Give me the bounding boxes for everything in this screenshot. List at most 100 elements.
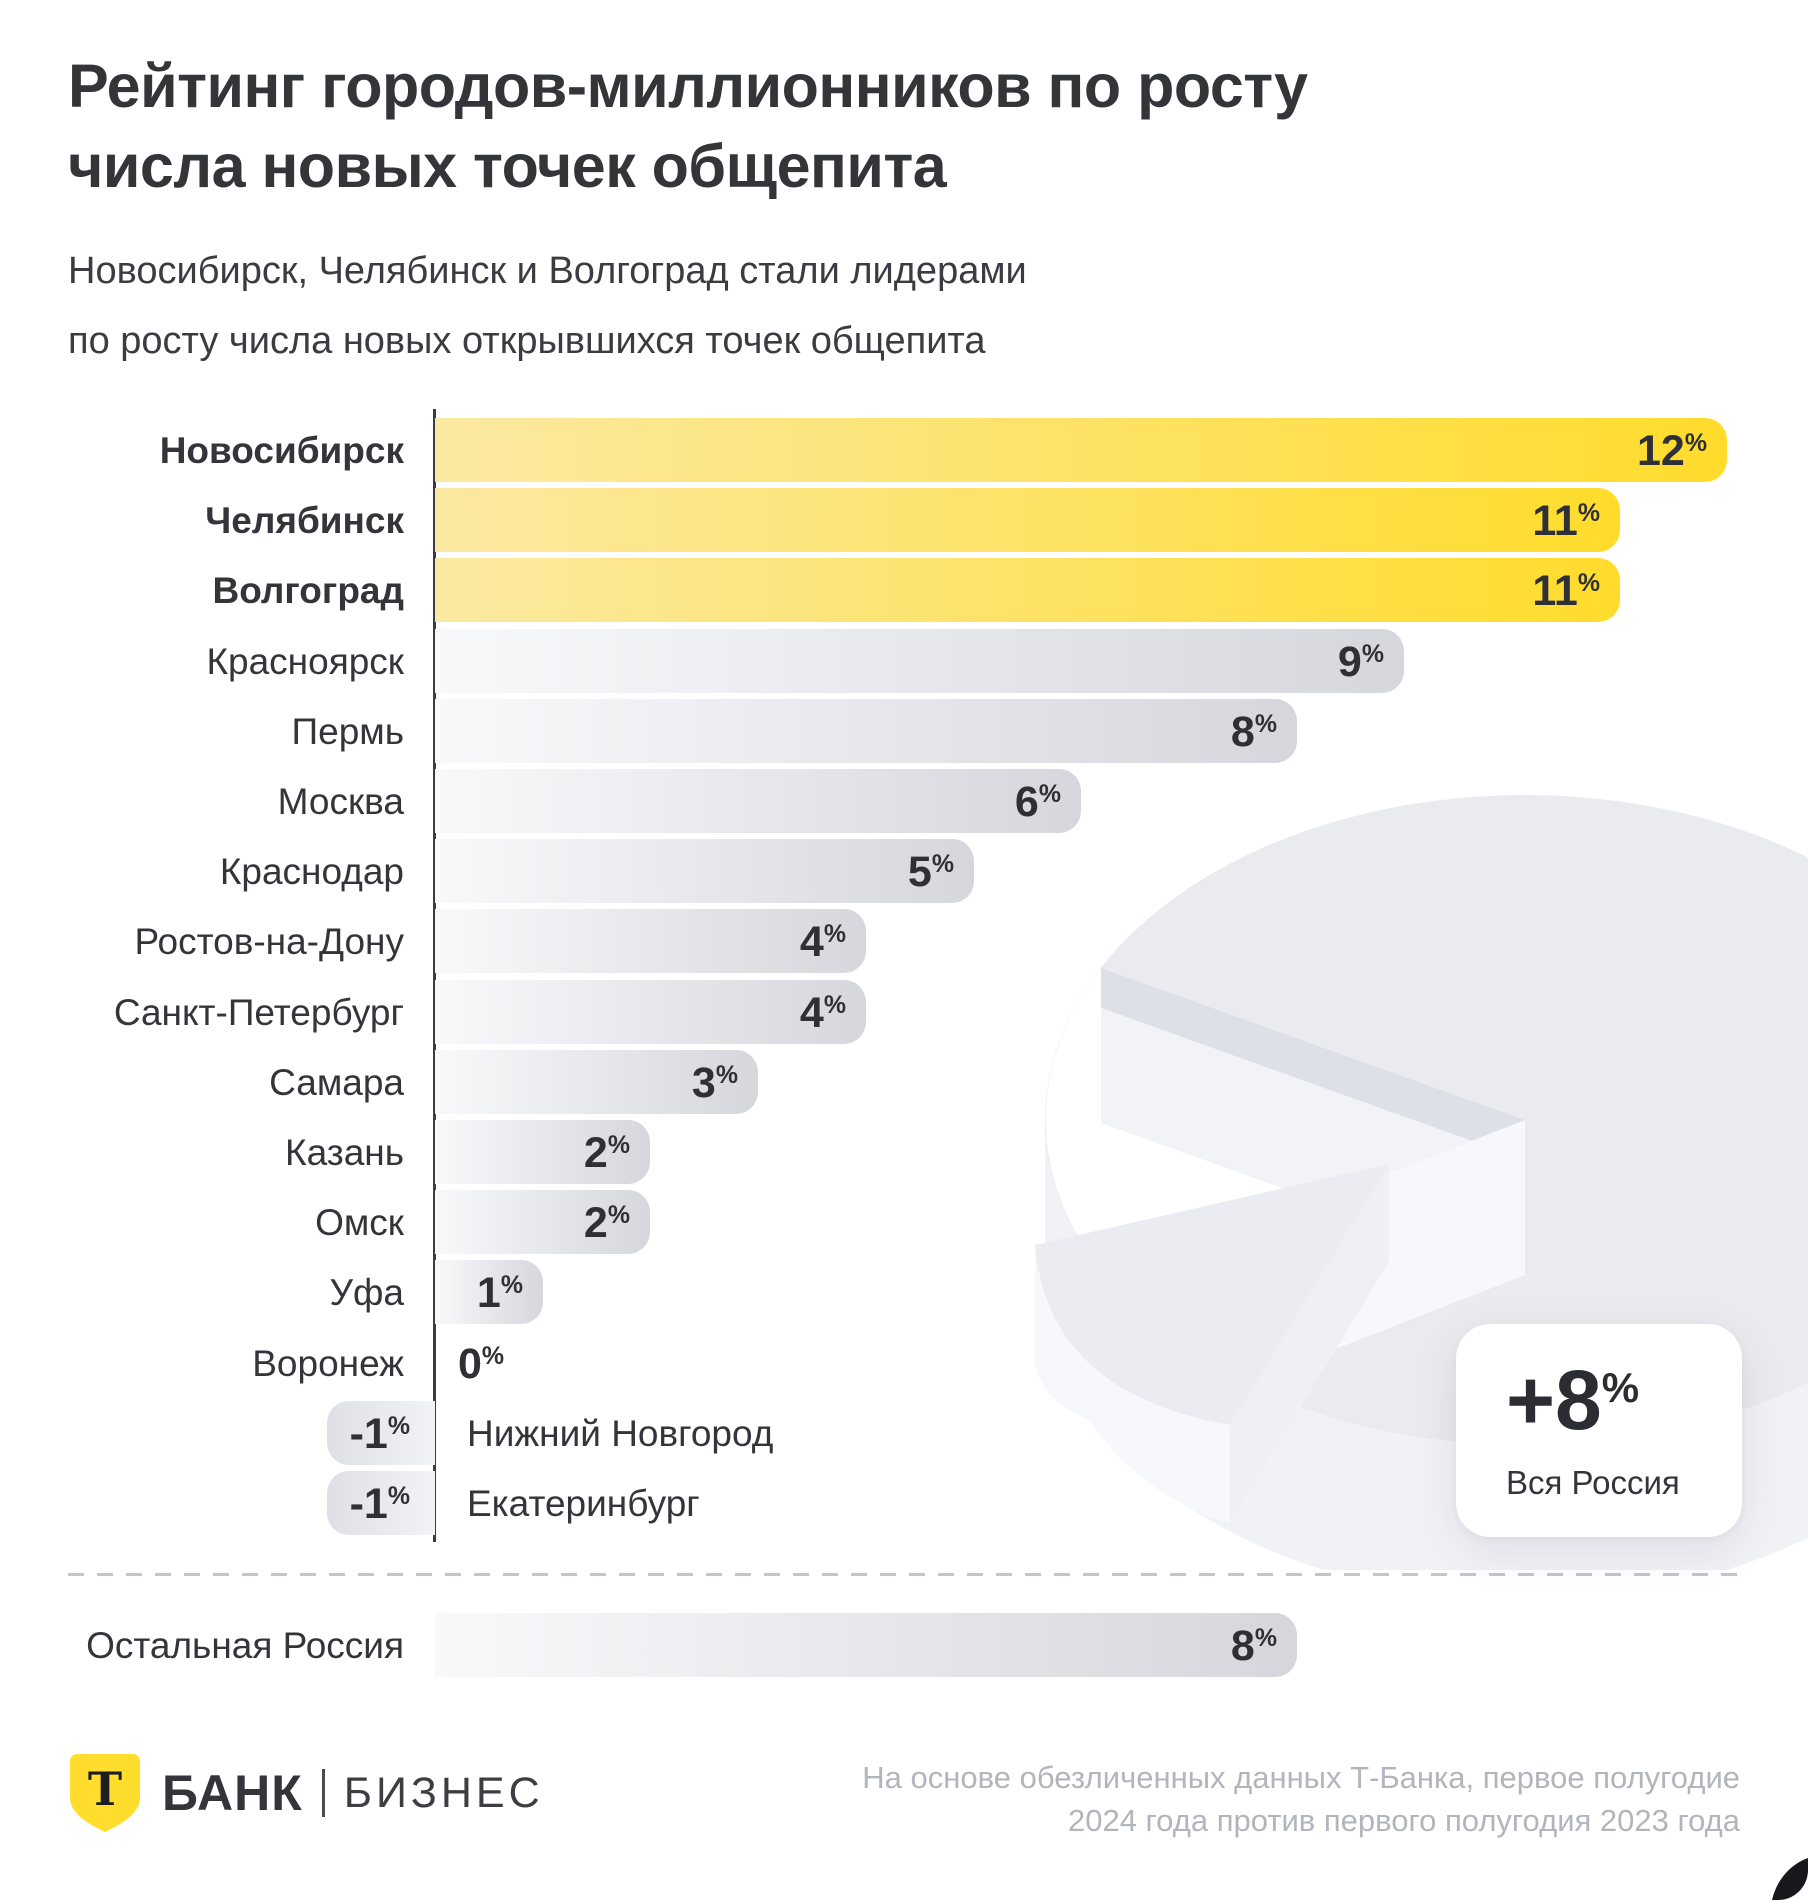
percent-sign: %	[931, 850, 954, 879]
bar-value: 3%	[691, 1059, 738, 1107]
bar: 12%	[435, 418, 1727, 482]
chart-row: -1% Екатеринбург	[68, 1468, 1740, 1538]
bar-value: 2%	[583, 1129, 630, 1177]
bar: 3%	[435, 1050, 758, 1114]
chart-row: Пермь 8%	[68, 696, 1740, 766]
tbank-letter: Т	[88, 1762, 122, 1816]
bar-label: Ростов-на-Дону	[134, 921, 404, 962]
percent-sign: %	[823, 991, 846, 1020]
cheese-pie-illustration	[1035, 795, 1808, 1570]
data-source-note: На основе обезличенных данных Т-Банка, п…	[862, 1756, 1740, 1842]
percent-sign: %	[1684, 429, 1707, 458]
logo-bank-text: БАНК	[162, 1765, 303, 1821]
bar-value: 11%	[1532, 567, 1600, 615]
percent-sign: %	[387, 1482, 411, 1511]
chart-axis	[433, 409, 436, 1542]
chart-row: Новосибирск 12%	[68, 415, 1740, 485]
page-subtitle-line1: Новосибирск, Челябинск и Волгоград стали…	[68, 250, 1027, 292]
bar: 11%	[435, 558, 1620, 622]
bar: 2%	[435, 1190, 650, 1254]
chart-row: Краснодар 5%	[68, 836, 1740, 906]
bar-label: Новосибирск	[159, 430, 404, 471]
all-russia-value: +8%	[1506, 1352, 1639, 1449]
rest-of-russia-value: 8%	[1231, 1613, 1277, 1677]
bar-label: Санкт-Петербург	[113, 992, 404, 1033]
percent-sign: %	[607, 1201, 630, 1230]
logo-business-text: БИЗНЕС	[343, 1768, 544, 1817]
tbank-business-logo: Т БАНК БИЗНЕС	[70, 1754, 544, 1832]
bar-label: Красноярск	[206, 641, 404, 682]
logo-divider	[321, 1769, 325, 1817]
bar-label: Екатеринбург	[467, 1483, 700, 1524]
bar-value: -1%	[349, 1410, 411, 1458]
bar: 9%	[435, 629, 1404, 693]
percent-sign: %	[500, 1271, 523, 1300]
bar-value: 0%	[458, 1340, 505, 1388]
bar-value: 11%	[1532, 497, 1600, 545]
bar-value: 9%	[1337, 638, 1384, 686]
bar: -1%	[327, 1471, 435, 1535]
percent-sign: %	[1254, 710, 1277, 739]
bar: 5%	[435, 839, 974, 903]
bar: 4%	[435, 980, 866, 1044]
percent-sign: %	[387, 1412, 411, 1441]
chart-row: Воронеж 0%	[68, 1328, 1740, 1398]
bar-label: Пермь	[291, 711, 404, 752]
bar: 8%	[435, 699, 1297, 763]
bar-label: Нижний Новгород	[467, 1413, 774, 1454]
bar-label: Волгоград	[212, 570, 404, 611]
chart-row: -1% Нижний Новгород	[68, 1398, 1740, 1468]
chart-row: Волгоград 11%	[68, 555, 1740, 625]
bar-value: 4%	[799, 918, 846, 966]
bar-label: Самара	[269, 1062, 404, 1103]
bar-label: Воронеж	[252, 1343, 404, 1384]
all-russia-card: +8% Вся Россия	[1456, 1324, 1742, 1537]
all-russia-number: +8	[1506, 1353, 1602, 1447]
percent-sign: %	[1361, 640, 1384, 669]
percent-sign: %	[1254, 1624, 1277, 1653]
chart-row: Казань 2%	[68, 1117, 1740, 1187]
bar-label: Омск	[315, 1202, 404, 1243]
chart-row: Омск 2%	[68, 1187, 1740, 1257]
chart-row: Красноярск 9%	[68, 626, 1740, 696]
percent-sign: %	[715, 1061, 738, 1090]
rest-of-russia-row: Остальная Россия 8%	[68, 1610, 1740, 1680]
chart-row: Ростов-на-Дону 4%	[68, 906, 1740, 976]
page-title: Рейтинг городов-миллионников по росту чи…	[68, 46, 1308, 206]
bar-label: Москва	[277, 781, 404, 822]
bar: 2%	[435, 1120, 650, 1184]
bar-label: Челябинск	[205, 500, 404, 541]
page-subtitle-line2: по росту числа новых открывшихся точек о…	[68, 320, 986, 362]
percent-sign: %	[607, 1131, 630, 1160]
footer: Т БАНК БИЗНЕС На основе обезличенных дан…	[68, 1748, 1740, 1868]
bar-value: 12%	[1636, 427, 1707, 475]
page-title-line2: числа новых точек общепита	[68, 132, 947, 200]
percent-sign: %	[823, 920, 846, 949]
percent-sign: %	[481, 1342, 505, 1371]
bar-value: 1%	[476, 1269, 523, 1317]
bar-label: Краснодар	[219, 851, 404, 892]
bar-value: 5%	[907, 848, 954, 896]
percent-sign: %	[1601, 1363, 1640, 1411]
rest-of-russia-label: Остальная Россия	[86, 1625, 404, 1666]
dashed-divider	[68, 1573, 1740, 1576]
chart-row: Санкт-Петербург 4%	[68, 977, 1740, 1047]
percent-sign: %	[1577, 499, 1600, 528]
bar: 1%	[435, 1260, 543, 1324]
bar-label: Казань	[285, 1132, 404, 1173]
data-source-note-line2: 2024 года против первого полугодия 2023 …	[1067, 1803, 1740, 1838]
bar: 11%	[435, 488, 1620, 552]
data-source-note-line1: На основе обезличенных данных Т-Банка, п…	[862, 1760, 1740, 1795]
bar-value: -1%	[349, 1480, 411, 1528]
all-russia-label: Вся Россия	[1506, 1464, 1680, 1501]
chart-row: Самара 3%	[68, 1047, 1740, 1117]
chart-row: Челябинск 11%	[68, 485, 1740, 555]
chart-row: Москва 6%	[68, 766, 1740, 836]
page-subtitle: Новосибирск, Челябинск и Волгоград стали…	[68, 236, 1027, 376]
bar: 4%	[435, 909, 866, 973]
percent-sign: %	[1577, 569, 1600, 598]
bar: 6%	[435, 769, 1081, 833]
percent-sign: %	[1038, 780, 1061, 809]
bar: -1%	[327, 1401, 435, 1465]
